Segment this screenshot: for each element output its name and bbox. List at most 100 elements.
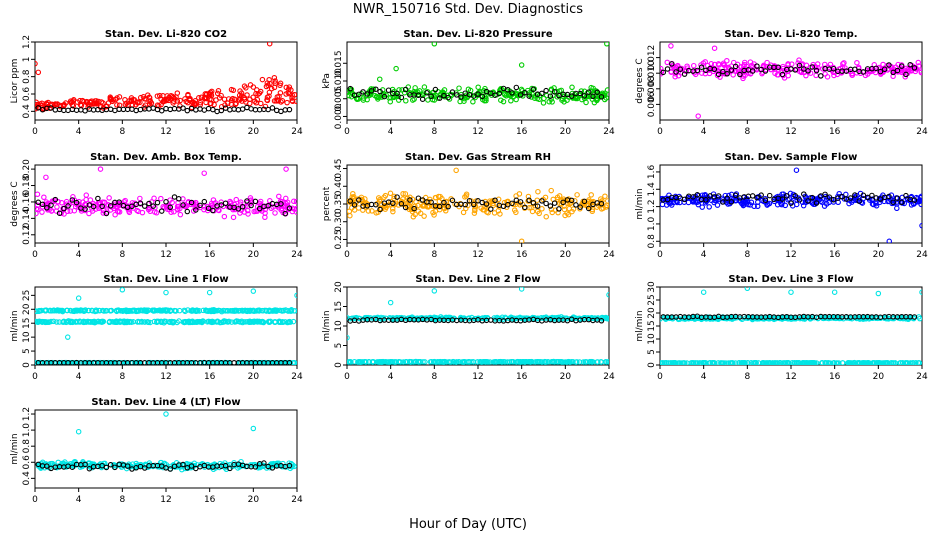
main-point (150, 307, 156, 314)
main-point (511, 207, 518, 213)
main-point (552, 207, 559, 213)
main-point (242, 204, 248, 210)
main-point (241, 319, 247, 325)
x-tick-label: 0 (344, 372, 350, 382)
y-axis-label: ml/min (635, 188, 645, 219)
main-point (793, 167, 800, 173)
x-tick-label: 16 (829, 372, 841, 382)
main-point (119, 287, 126, 293)
summary-point (886, 193, 892, 200)
summary-point (347, 85, 354, 92)
main-point (256, 90, 263, 96)
main-point (516, 191, 523, 197)
summary-point (445, 203, 451, 210)
main-point (365, 208, 372, 214)
main-point (146, 101, 153, 107)
main-point (191, 100, 198, 106)
main-point (48, 207, 55, 214)
main-point (271, 74, 278, 81)
main-point (214, 90, 221, 97)
x-tick-label: 20 (873, 372, 885, 382)
main-point (588, 192, 594, 198)
main-point (834, 71, 841, 78)
main-point (121, 319, 128, 325)
y-tick-label: 1.2 (22, 35, 32, 49)
main-point (684, 63, 690, 69)
main-point (529, 208, 536, 215)
main-point (803, 360, 810, 365)
summary-point (577, 204, 583, 210)
summary-point (269, 465, 276, 471)
main-point (899, 360, 906, 365)
y-tick-label: 20 (647, 307, 657, 319)
summary-point (282, 210, 288, 217)
main-point (751, 203, 757, 210)
summary-point (522, 89, 528, 96)
summary-point (205, 205, 212, 212)
main-point (564, 210, 570, 216)
summary-point (163, 105, 169, 112)
main-point (456, 85, 462, 91)
main-point (706, 360, 712, 365)
main-point (819, 360, 825, 365)
summary-point (492, 197, 498, 204)
summary-point (35, 105, 42, 111)
data-points (35, 166, 297, 221)
y-tick-label: 15 (334, 301, 344, 312)
main-point (221, 96, 228, 103)
x-tick-label: 12 (472, 372, 483, 382)
summary-point (864, 194, 871, 201)
main-point (272, 80, 279, 86)
main-point (400, 359, 407, 365)
summary-point (732, 192, 739, 199)
main-point (820, 66, 826, 72)
main-point (133, 308, 140, 314)
main-point (864, 360, 870, 365)
summary-point (581, 198, 588, 205)
main-point (529, 359, 535, 365)
summary-point (779, 71, 786, 78)
summary-point (809, 64, 816, 70)
main-point (453, 359, 460, 365)
main-point (351, 207, 358, 213)
main-point (177, 97, 183, 104)
summary-point (496, 90, 503, 97)
plot-panel-6: Stan. Dev. Sample Flow 0 4 8 12 16 20 24 0.8 1.0 1… (635, 152, 928, 260)
x-tick-label: 0 (657, 127, 663, 137)
y-axis-label: ml/min (10, 433, 20, 464)
summary-point (681, 71, 688, 77)
main-point (58, 360, 65, 365)
main-point (775, 67, 782, 73)
main-point (782, 315, 789, 321)
main-point (589, 208, 596, 215)
summary-point (360, 89, 366, 95)
summary-point (154, 199, 161, 206)
main-point (375, 195, 382, 201)
plot-frame (34, 409, 298, 489)
summary-point (694, 192, 701, 198)
summary-point (911, 65, 918, 71)
summary-point (364, 91, 371, 97)
summary-point (522, 204, 528, 211)
main-point (167, 318, 173, 325)
main-point (403, 98, 409, 104)
main-point (226, 318, 232, 325)
main-point (363, 359, 369, 365)
main-point (694, 360, 701, 365)
main-point (393, 359, 400, 365)
main-point (107, 96, 114, 102)
main-point (272, 319, 278, 326)
summary-point (830, 65, 837, 72)
main-point (579, 96, 585, 103)
main-point (401, 89, 408, 96)
summary-point (664, 196, 671, 203)
summary-point (560, 199, 566, 206)
main-point (268, 85, 275, 92)
main-point (777, 360, 784, 365)
summary-point (526, 93, 532, 99)
main-point (258, 100, 264, 107)
main-point (68, 99, 74, 106)
main-point (861, 360, 868, 365)
main-point (806, 360, 812, 365)
